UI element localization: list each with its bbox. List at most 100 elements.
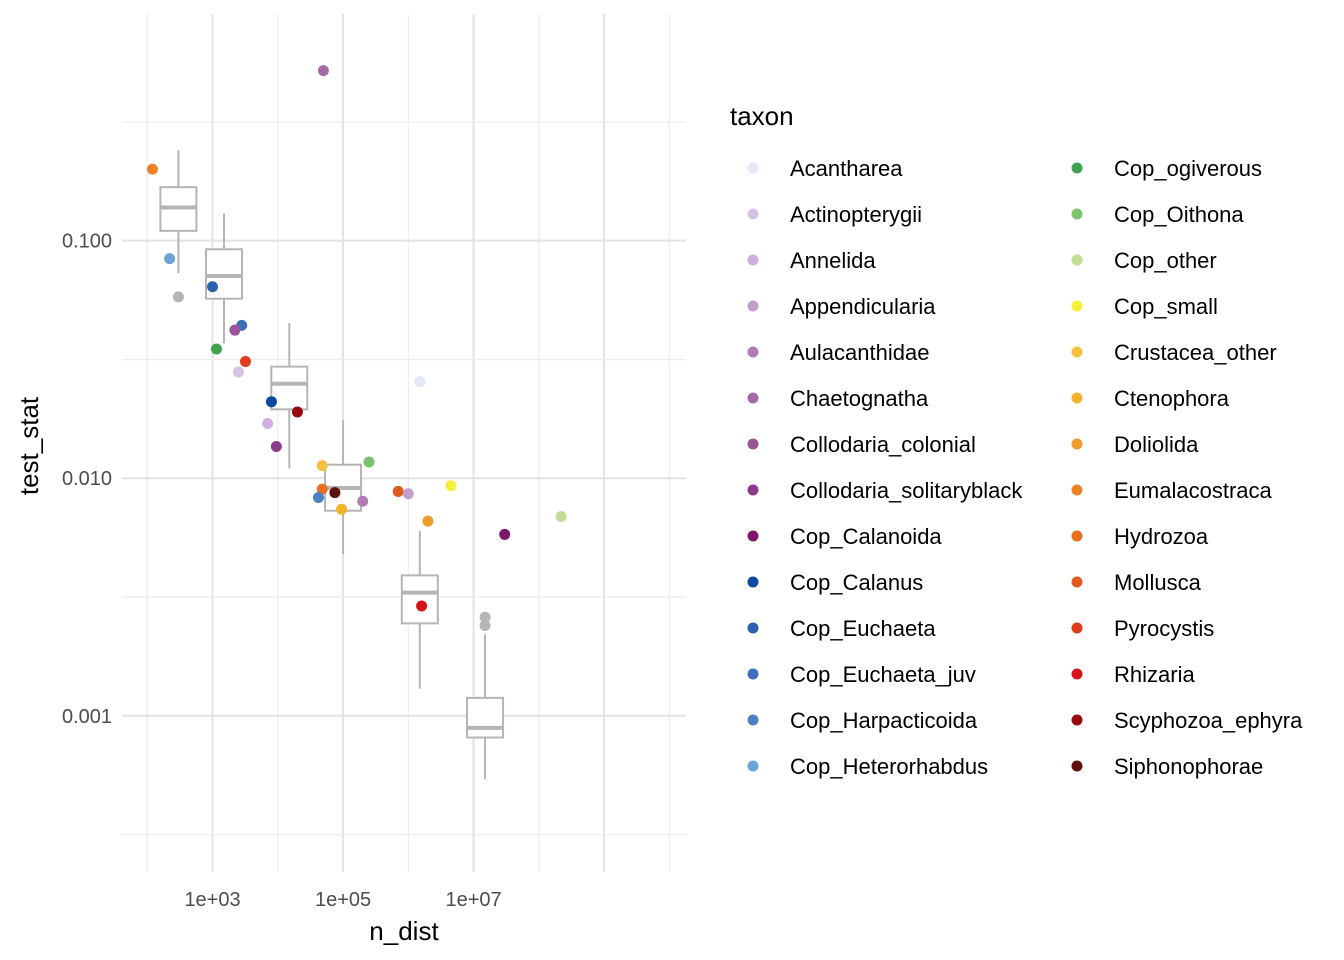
legend-key	[747, 208, 759, 220]
legend-label: Aulacanthidae	[790, 340, 929, 365]
data-point	[416, 600, 428, 612]
legend-key	[1071, 208, 1083, 220]
legend-key	[747, 714, 759, 726]
data-point	[357, 495, 369, 507]
legend-label: Cop_Harpacticoida	[790, 708, 978, 733]
legend-key	[1071, 576, 1083, 588]
y-tick-label: 0.001	[62, 706, 112, 728]
legend-key	[1071, 484, 1083, 496]
legend-label: Crustacea_other	[1114, 340, 1277, 365]
legend-key	[1071, 668, 1083, 680]
legend-label: Actinopterygii	[790, 202, 922, 227]
legend-label: Cop_small	[1114, 294, 1218, 319]
legend-label: Cop_ogiverous	[1114, 156, 1262, 181]
legend-key	[747, 346, 759, 358]
data-point	[316, 460, 328, 472]
x-tick-label: 1e+07	[445, 889, 501, 911]
legend-label: Appendicularia	[790, 294, 936, 319]
legend-label: Eumalacostraca	[1114, 478, 1273, 503]
legend-key	[747, 392, 759, 404]
data-point	[239, 356, 251, 368]
legend-key	[1071, 714, 1083, 726]
legend-key	[747, 162, 759, 174]
legend-key	[1071, 162, 1083, 174]
y-axis-ticks: 0.100 0.010 0.001	[62, 231, 112, 728]
legend-key	[1071, 438, 1083, 450]
legend-label: Cop_Euchaeta_juv	[790, 662, 976, 687]
boxplot-box	[270, 365, 309, 411]
data-point	[262, 417, 274, 429]
legend-key	[747, 622, 759, 634]
legend-label: Rhizaria	[1114, 662, 1195, 687]
legend-label: Cop_Heterorhabdus	[790, 754, 988, 779]
y-axis-title: test_stat	[14, 396, 44, 495]
data-point	[232, 366, 244, 378]
legend-label: Cop_Calanoida	[790, 524, 942, 549]
data-point	[312, 491, 324, 503]
legend-label: Pyrocystis	[1114, 616, 1214, 641]
legend-key	[1071, 346, 1083, 358]
x-tick-label: 1e+03	[184, 889, 240, 911]
data-point	[336, 503, 348, 515]
data-point	[422, 515, 434, 527]
legend-label: Doliolida	[1114, 432, 1199, 457]
legend-label: Siphonophorae	[1114, 754, 1263, 779]
boxplot-layer	[159, 150, 505, 780]
legend-key	[747, 668, 759, 680]
legend-key	[747, 254, 759, 266]
legend-label: Annelida	[790, 248, 876, 273]
x-tick-label: 1e+05	[315, 889, 371, 911]
plot-grid	[122, 14, 686, 872]
legend-key	[747, 760, 759, 772]
legend-label: Ctenophora	[1114, 386, 1230, 411]
legend-label: Scyphozoa_ephyra	[1114, 708, 1303, 733]
legend-label: Mollusca	[1114, 570, 1202, 595]
data-point	[270, 441, 282, 453]
x-axis-title: n_dist	[369, 916, 439, 946]
y-tick-label: 0.100	[62, 231, 112, 253]
data-point	[164, 253, 176, 265]
legend-key	[1071, 530, 1083, 542]
legend-label: Chaetognatha	[790, 386, 929, 411]
x-axis-ticks: 1e+03 1e+05 1e+07	[184, 889, 501, 911]
legend-label: Cop_Calanus	[790, 570, 923, 595]
legend-title: taxon	[730, 101, 794, 131]
legend-key	[1071, 760, 1083, 772]
data-point	[291, 406, 303, 418]
data-point	[555, 511, 567, 523]
legend-label: Cop_Euchaeta	[790, 616, 936, 641]
data-point	[363, 456, 375, 468]
legend-key	[747, 530, 759, 542]
legend-key	[747, 484, 759, 496]
data-point	[316, 483, 328, 495]
data-point	[402, 488, 414, 500]
legend-key	[1071, 300, 1083, 312]
legend-key	[1071, 392, 1083, 404]
data-point	[210, 343, 222, 355]
boxplot-outlier	[172, 291, 184, 303]
legend-key	[1071, 254, 1083, 266]
boxplot-outlier	[479, 611, 491, 623]
legend-label: Collodaria_colonial	[790, 432, 976, 457]
data-point	[317, 65, 329, 77]
legend-label: Cop_Oithona	[1114, 202, 1244, 227]
legend-key	[747, 438, 759, 450]
data-point	[329, 487, 341, 499]
data-point	[229, 324, 241, 336]
y-tick-label: 0.010	[62, 468, 112, 490]
data-point	[499, 528, 511, 540]
legend-label: Hydrozoa	[1114, 524, 1209, 549]
legend: taxon Acantharea Actinopterygii Annelida Ap…	[730, 101, 1303, 779]
data-point	[207, 281, 219, 293]
legend-label: Collodaria_solitaryblack	[790, 478, 1023, 503]
legend-key	[747, 300, 759, 312]
data-point	[445, 480, 457, 492]
boxplot-outlier	[479, 619, 491, 631]
data-point	[146, 163, 158, 175]
boxplot-box	[400, 574, 439, 625]
points-layer	[146, 65, 567, 612]
data-point	[392, 485, 404, 497]
boxplot-box	[466, 696, 505, 739]
